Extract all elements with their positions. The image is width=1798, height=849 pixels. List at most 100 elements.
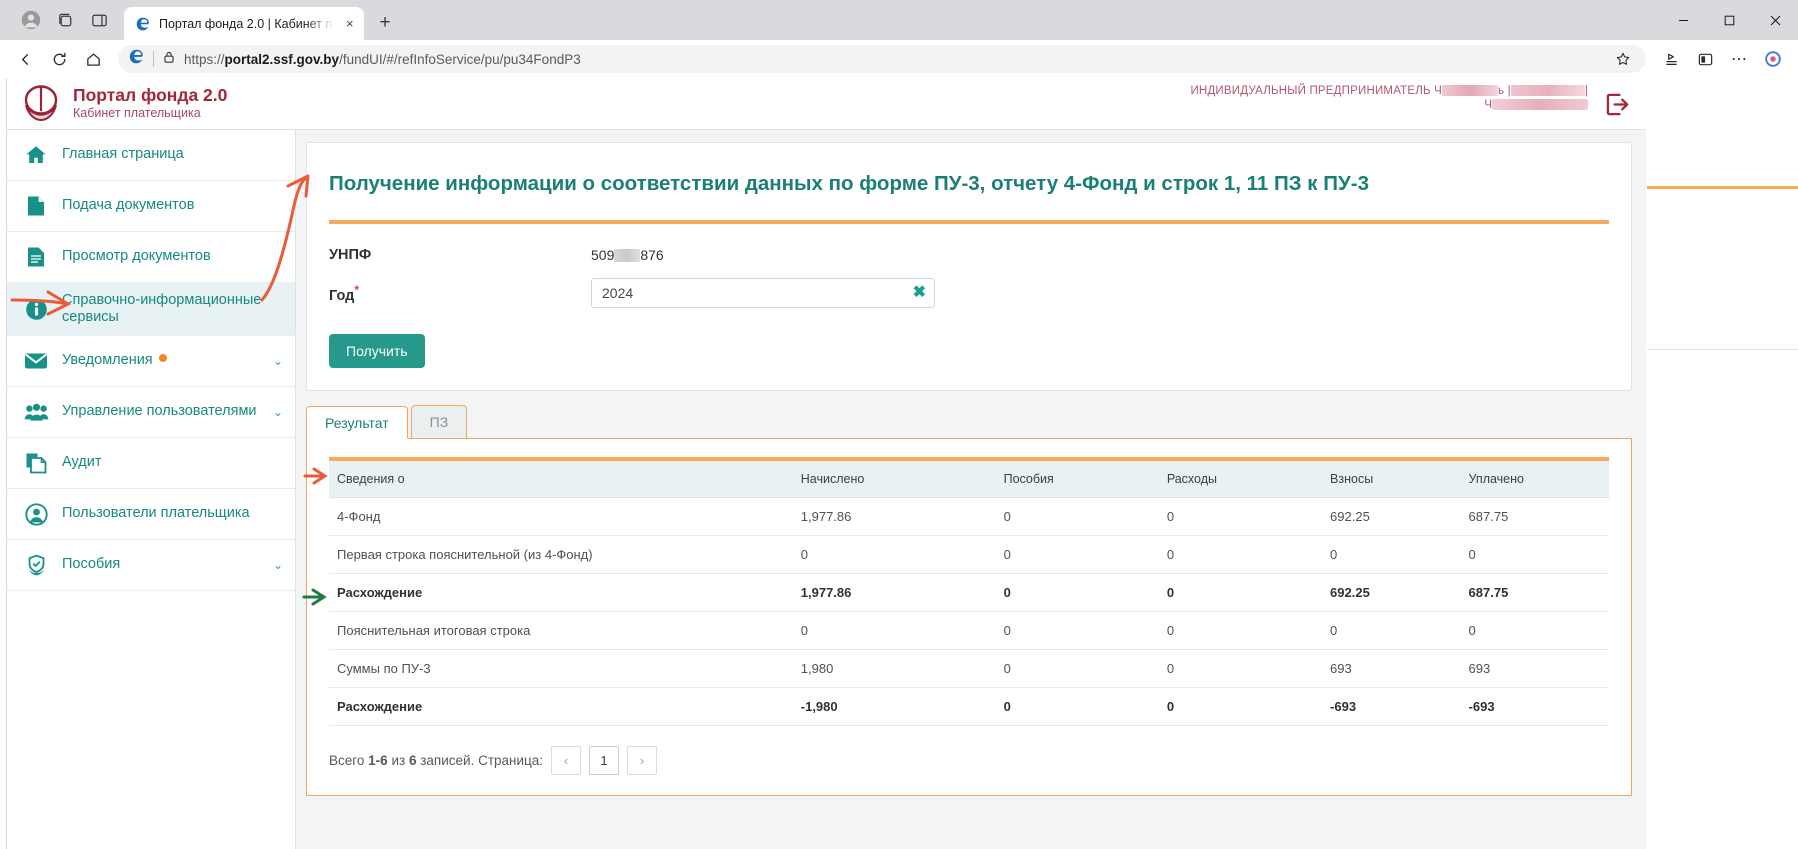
cell-contributions: 692.25 — [1322, 573, 1461, 613]
site-favicon-icon — [128, 48, 145, 70]
sidebar-item-view-documents[interactable]: Просмотр документов — [7, 232, 295, 283]
cell-paid: 687.75 — [1460, 573, 1609, 613]
table-row[interactable]: 4-Фонд 1,977.86 0 0 692.25 687.75 — [329, 497, 1609, 537]
title-accent-rule — [329, 220, 1609, 225]
sidebar-item-benefits[interactable]: Пособия ⌄ — [7, 540, 295, 591]
table-row[interactable]: Расхождение -1,980 0 0 -693 -693 — [329, 687, 1609, 727]
fund-logo-icon — [19, 83, 63, 125]
users-icon — [23, 403, 49, 422]
profile-avatar-icon[interactable] — [14, 3, 48, 37]
pagination-page-1[interactable]: 1 — [589, 746, 620, 776]
sidebar-item-label: Справочно-информационные сервисы — [62, 291, 262, 325]
home-icon — [23, 144, 49, 166]
current-user-name-secondary: Ч — [1190, 99, 1588, 111]
table-row[interactable]: Пояснительная итоговая строка 0 0 0 0 0 — [329, 611, 1609, 651]
submit-button[interactable]: Получить — [329, 334, 425, 369]
notification-badge-dot — [158, 354, 167, 363]
col-header-benefits: Пособия — [995, 461, 1159, 499]
tab-result[interactable]: Результат — [306, 406, 408, 440]
browser-essentials-icon[interactable] — [1690, 44, 1720, 74]
home-icon[interactable] — [78, 44, 108, 74]
sidebar-toggle-icon[interactable] — [82, 3, 116, 37]
clear-icon[interactable]: ✖ — [912, 284, 926, 302]
sidebar-item-notifications[interactable]: Уведомления ⌄ — [7, 336, 295, 387]
cell-paid: -693 — [1460, 687, 1609, 727]
tab-group-icon[interactable] — [48, 3, 82, 37]
portal-header: Портал фонда 2.0 Кабинет плательщика ИНД… — [7, 78, 1646, 130]
minimize-button[interactable] — [1660, 1, 1706, 39]
year-input[interactable] — [591, 278, 935, 309]
close-button[interactable] — [1752, 1, 1798, 39]
sidebar-item-user-management[interactable]: Управление пользователями ⌄ — [7, 387, 295, 438]
cell-name: Расхождение — [329, 573, 793, 613]
cell-accrued: 1,977.86 — [792, 573, 996, 613]
portal-brand[interactable]: Портал фонда 2.0 Кабинет плательщика — [19, 83, 227, 125]
col-header-name: Сведения о — [329, 461, 793, 499]
cell-benefits: 0 — [995, 497, 1159, 537]
user-circle-icon — [23, 502, 49, 526]
shield-hands-icon — [23, 554, 49, 577]
brand-subtitle: Кабинет плательщика — [73, 105, 201, 120]
cell-contributions: 0 — [1322, 611, 1461, 651]
sidebar-item-label: Главная страница — [62, 146, 184, 163]
omnibox-divider — [153, 51, 154, 67]
cell-paid: 0 — [1460, 611, 1609, 651]
pagination-prev-button[interactable]: ‹ — [551, 746, 582, 776]
table-row[interactable]: Суммы по ПУ-3 1,980 0 0 693 693 — [329, 649, 1609, 689]
year-input-wrapper: ✖ — [591, 278, 935, 309]
table-header-row: Сведения о Начислено Пособия Расходы Взн… — [329, 461, 1609, 499]
chevron-down-icon[interactable]: ⌄ — [272, 405, 283, 419]
sidebar-item-home[interactable]: Главная страница — [7, 130, 295, 181]
edge-legacy-icon — [134, 15, 151, 32]
audit-copy-icon — [23, 452, 49, 474]
browser-toolbar: https://portal2.ssf.gov.by/fundUI/#/refI… — [0, 40, 1798, 78]
cell-expenses: 0 — [1158, 497, 1323, 537]
favorite-star-icon[interactable] — [1608, 44, 1638, 74]
address-bar[interactable]: https://portal2.ssf.gov.by/fundUI/#/refI… — [118, 45, 1646, 73]
brand-title: Портал фонда 2.0 — [73, 85, 228, 106]
pagination-summary: Всего 1-6 из 6 записей. Страница: — [329, 753, 544, 769]
info-circle-icon — [23, 298, 49, 321]
cell-contributions: 0 — [1322, 535, 1461, 575]
cell-paid: 0 — [1460, 535, 1609, 575]
sidebar-item-label: Пособия — [62, 556, 121, 573]
back-icon[interactable] — [10, 44, 40, 74]
lock-icon[interactable] — [162, 50, 176, 69]
results-section: Результат ПЗ Сведения о Начислено — [306, 405, 1632, 797]
cell-benefits: 0 — [995, 687, 1159, 727]
cell-accrued: 1,977.86 — [792, 497, 996, 537]
sidebar-item-payer-users[interactable]: Пользователи плательщика — [7, 489, 295, 540]
page-right-divider — [1647, 349, 1798, 350]
window-controls — [1660, 0, 1798, 40]
required-asterisk: * — [354, 282, 360, 297]
new-tab-button[interactable]: + — [379, 12, 391, 33]
tab-close-icon[interactable]: × — [346, 16, 354, 31]
tab-pz[interactable]: ПЗ — [410, 405, 468, 439]
cell-contributions: -693 — [1322, 687, 1461, 727]
redacted-text-1 — [1442, 85, 1499, 96]
omnibox-actions — [1608, 44, 1638, 74]
chevron-down-icon[interactable]: ⌄ — [272, 354, 283, 368]
redacted-text-3 — [1492, 99, 1588, 110]
collections-icon[interactable] — [1656, 44, 1686, 74]
chevron-down-icon[interactable]: ⌄ — [272, 558, 283, 572]
maximize-button[interactable] — [1706, 1, 1752, 39]
tab-title: Портал фонда 2.0 | Кабинет плат — [159, 16, 334, 31]
col-header-contributions: Взносы — [1322, 461, 1461, 499]
unpf-value: 509 876 — [591, 247, 664, 264]
envelope-icon — [23, 352, 49, 370]
table-row[interactable]: Расхождение 1,977.86 0 0 692.25 687.75 — [329, 573, 1609, 613]
logout-icon[interactable] — [1602, 90, 1632, 118]
sidebar-item-submit-documents[interactable]: Подача документов — [7, 181, 295, 232]
sidebar-item-reference-services[interactable]: Справочно-информационные сервисы — [7, 283, 295, 336]
sidebar-item-label: Просмотр документов — [62, 248, 211, 265]
sidebar-item-audit[interactable]: Аудит — [7, 438, 295, 489]
reload-icon[interactable] — [44, 44, 74, 74]
pagination-next-button[interactable]: › — [627, 746, 658, 776]
table-row[interactable]: Первая строка пояснительной (из 4-Фонд) … — [329, 535, 1609, 575]
cell-accrued: 0 — [792, 611, 996, 651]
copilot-icon[interactable] — [1758, 44, 1788, 74]
more-options-icon[interactable]: ⋯ — [1731, 51, 1747, 68]
browser-tab[interactable]: Портал фонда 2.0 | Кабинет плат × — [124, 7, 364, 40]
